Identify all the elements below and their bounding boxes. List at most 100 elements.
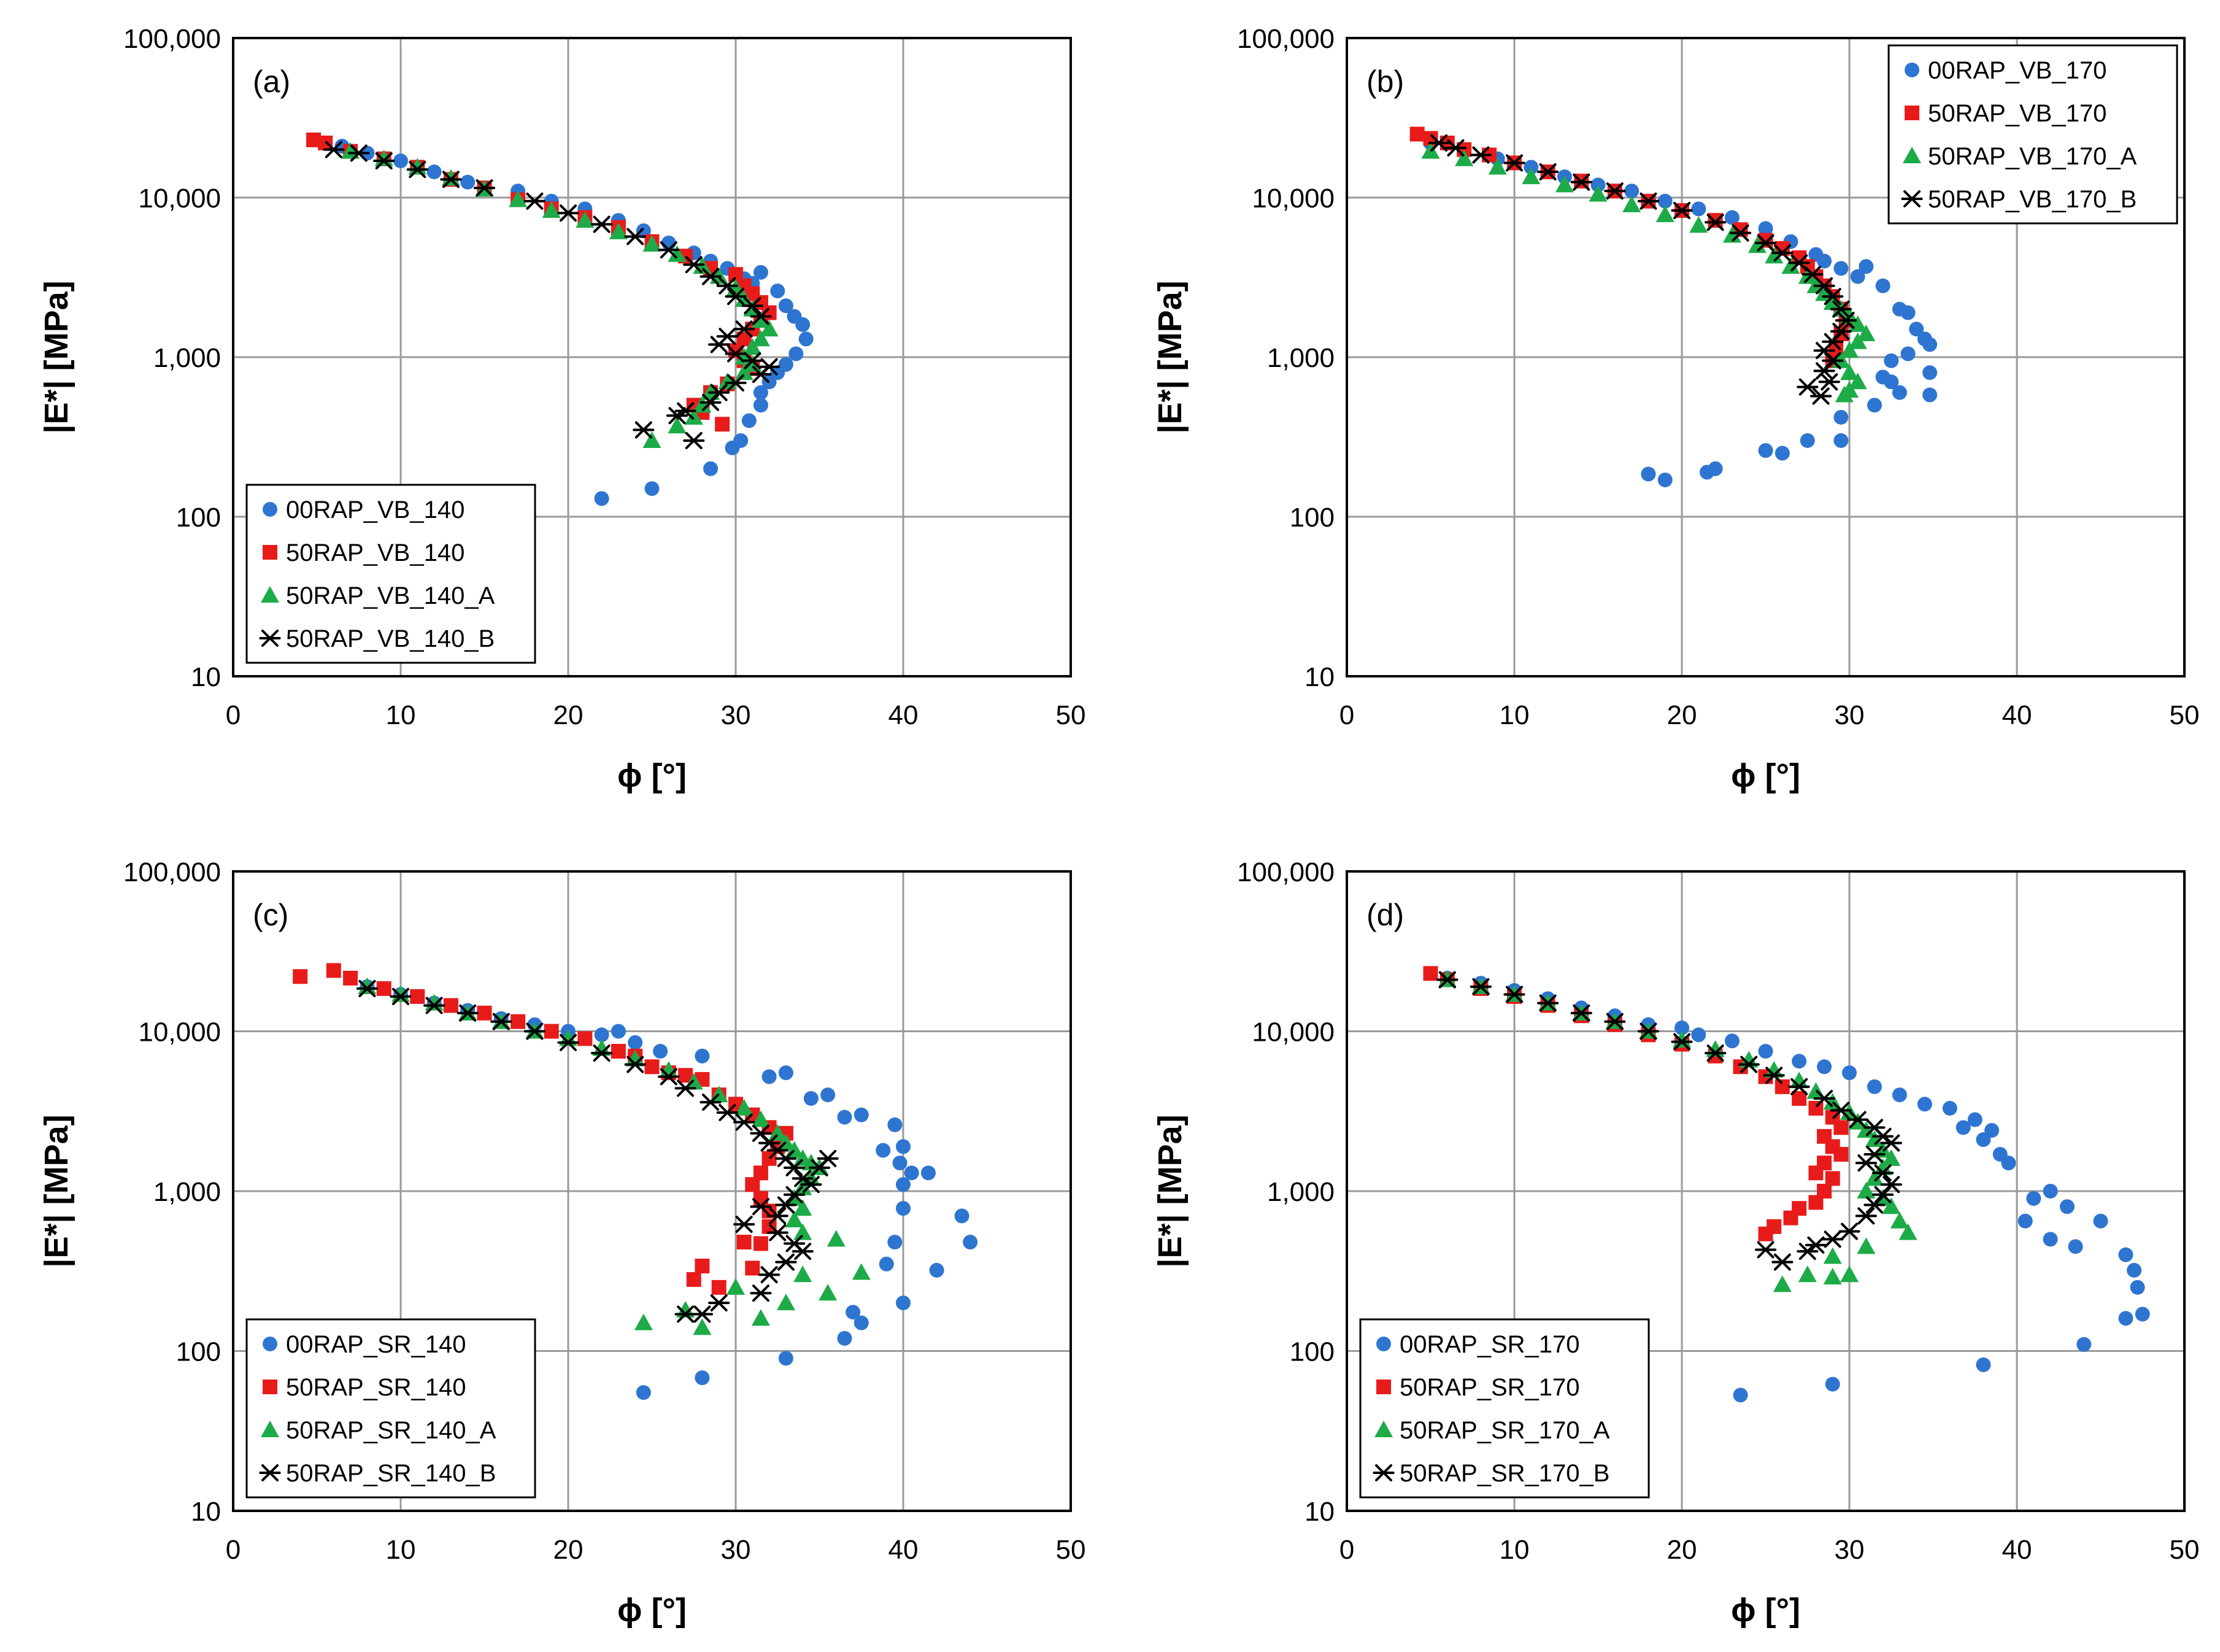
legend-label: 50RAP_VB_140_B bbox=[286, 625, 495, 652]
data-point bbox=[1855, 1207, 1877, 1225]
legend-label: 50RAP_SR_140_A bbox=[286, 1417, 496, 1444]
data-point bbox=[1754, 1241, 1777, 1259]
data-point bbox=[785, 1211, 804, 1228]
data-point bbox=[743, 338, 762, 355]
y-tick-label: 10,000 bbox=[138, 1017, 221, 1048]
data-point bbox=[1822, 352, 1844, 369]
data-point bbox=[778, 1351, 793, 1366]
data-point bbox=[1423, 966, 1438, 981]
data-point bbox=[634, 1313, 653, 1330]
data-point bbox=[854, 1315, 869, 1330]
data-point bbox=[1855, 1154, 1877, 1172]
data-point bbox=[2127, 1262, 2142, 1278]
data-point bbox=[1833, 1146, 1849, 1162]
data-point bbox=[1817, 1059, 1832, 1075]
legend-label: 50RAP_SR_170_A bbox=[1400, 1417, 1610, 1444]
data-point bbox=[751, 311, 770, 328]
data-point bbox=[1872, 1164, 1894, 1182]
data-point bbox=[695, 1370, 710, 1386]
data-point bbox=[1984, 1122, 2000, 1138]
data-point bbox=[1637, 1022, 1659, 1040]
data-point bbox=[703, 461, 719, 476]
y-tick-label: 100 bbox=[176, 1337, 221, 1367]
data-point bbox=[668, 245, 687, 262]
plot-frame bbox=[1346, 37, 2186, 677]
legend-marker bbox=[1376, 1380, 1391, 1394]
data-point bbox=[1833, 433, 1849, 448]
data-point bbox=[1847, 1111, 1869, 1129]
data-point bbox=[1470, 146, 1492, 164]
data-point bbox=[473, 179, 496, 197]
legend-label: 50RAP_VB_170_A bbox=[1928, 143, 2137, 170]
x-tick-label: 40 bbox=[888, 700, 919, 730]
x-axis-title: ϕ [°] bbox=[1731, 757, 1800, 794]
y-axis-title: |E*| [MPa] bbox=[38, 1114, 75, 1267]
data-point bbox=[1641, 466, 1656, 482]
data-point bbox=[1909, 322, 1924, 337]
data-point bbox=[1823, 1268, 1842, 1285]
data-point bbox=[460, 174, 476, 190]
data-point bbox=[892, 1156, 908, 1171]
data-point bbox=[1808, 1165, 1824, 1181]
data-point bbox=[2026, 1191, 2041, 1206]
data-point bbox=[426, 164, 442, 180]
y-tick-label: 100,000 bbox=[123, 24, 221, 54]
x-tick-label: 10 bbox=[1500, 700, 1530, 730]
x-tick-label: 30 bbox=[721, 700, 751, 730]
data-point bbox=[1967, 1112, 1983, 1127]
data-point bbox=[708, 1294, 730, 1312]
data-point bbox=[2043, 1232, 2058, 1247]
data-point bbox=[1705, 214, 1727, 231]
legend: 00RAP_VB_140 50RAP_VB_140 50RAP_VB_140_A 50… bbox=[245, 484, 536, 664]
data-point bbox=[1825, 1171, 1840, 1186]
data-point bbox=[1555, 176, 1574, 193]
data-point bbox=[1671, 202, 1693, 220]
data-point bbox=[2059, 1199, 2075, 1214]
y-tick-label: 100,000 bbox=[1237, 857, 1335, 887]
data-point bbox=[2043, 1184, 2058, 1198]
y-tick-label: 10 bbox=[1305, 662, 1335, 692]
data-point bbox=[693, 1318, 712, 1335]
data-point bbox=[820, 1087, 836, 1103]
y-tick-label: 100 bbox=[1290, 503, 1335, 533]
data-point bbox=[896, 1139, 911, 1154]
data-point bbox=[633, 421, 655, 439]
legend-label: 50RAP_SR_170_B bbox=[1400, 1460, 1609, 1487]
data-point bbox=[1900, 305, 1916, 320]
data-point bbox=[1790, 1071, 1809, 1089]
data-point bbox=[854, 1107, 869, 1122]
legend-marker bbox=[263, 545, 277, 560]
data-point bbox=[792, 1243, 814, 1260]
data-point bbox=[1699, 465, 1714, 480]
data-point bbox=[1733, 1388, 1748, 1403]
legend-marker bbox=[261, 1421, 279, 1437]
panel-label: (a) bbox=[253, 64, 290, 99]
data-point bbox=[2118, 1247, 2133, 1262]
x-tick-label: 40 bbox=[2002, 700, 2032, 730]
data-point bbox=[896, 1201, 911, 1216]
legend-box bbox=[1359, 1318, 1650, 1499]
panel-label: (b) bbox=[1366, 64, 1404, 99]
data-point bbox=[594, 491, 609, 506]
x-axis-title: ϕ [°] bbox=[617, 1592, 687, 1629]
data-point bbox=[760, 320, 779, 337]
data-point bbox=[1689, 216, 1708, 233]
data-point bbox=[734, 1098, 753, 1116]
data-point bbox=[591, 215, 613, 233]
data-point bbox=[734, 363, 753, 380]
data-point bbox=[609, 222, 628, 239]
data-point bbox=[852, 1263, 871, 1280]
data-point bbox=[1691, 1027, 1706, 1043]
data-point bbox=[644, 1059, 660, 1075]
data-point bbox=[1872, 1186, 1894, 1203]
data-point bbox=[443, 998, 458, 1013]
legend-marker bbox=[263, 1380, 277, 1394]
data-point bbox=[1409, 126, 1425, 142]
legend-item: 50RAP_SR_140_A bbox=[261, 1417, 496, 1444]
data-point bbox=[1758, 443, 1773, 458]
data-point bbox=[683, 256, 705, 274]
data-point bbox=[753, 385, 768, 400]
legend: 00RAP_SR_170 50RAP_SR_170 50RAP_SR_170_A 50… bbox=[1359, 1318, 1650, 1499]
